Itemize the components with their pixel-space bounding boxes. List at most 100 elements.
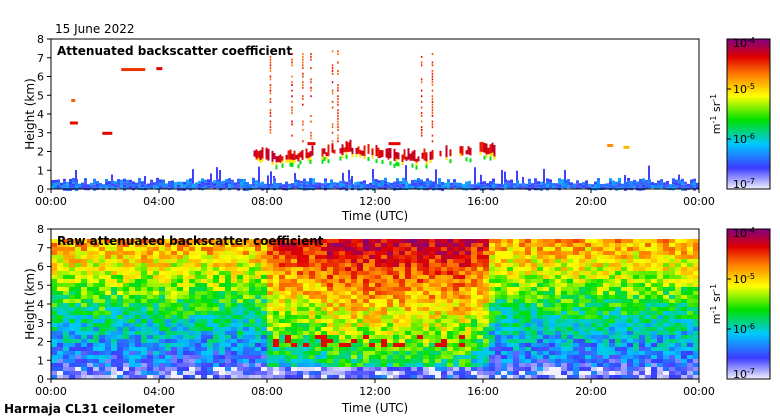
raw-cell (309, 351, 315, 355)
raw-cell (675, 331, 681, 335)
streak-cell (331, 123, 334, 126)
raw-cell (537, 287, 543, 291)
raw-cell (567, 363, 573, 367)
raw-cell (645, 311, 651, 315)
y-tick-label: 6 (37, 261, 44, 274)
raw-cell (213, 275, 219, 279)
raw-cell (387, 343, 393, 347)
raw-cell (663, 279, 669, 283)
raw-cell (291, 315, 297, 319)
raw-cell (387, 259, 393, 263)
surface-cell (345, 181, 348, 185)
raw-cell (207, 271, 213, 275)
raw-cell (237, 327, 243, 331)
raw-cell (513, 351, 519, 355)
surface-cell (324, 178, 327, 182)
raw-cell (105, 283, 111, 287)
raw-cell (357, 263, 363, 267)
raw-cell (639, 251, 645, 255)
raw-cell (249, 255, 255, 259)
surface-cell (534, 181, 537, 185)
raw-cell (333, 263, 339, 267)
raw-cell (393, 291, 399, 295)
streak-cell (302, 75, 304, 78)
raw-cell (483, 367, 489, 371)
raw-cell (399, 295, 405, 299)
raw-cell (555, 363, 561, 367)
raw-cell (279, 359, 285, 363)
raw-cell (189, 271, 195, 275)
raw-cell (657, 371, 663, 375)
raw-cell (375, 371, 381, 375)
raw-cell (363, 255, 369, 259)
raw-cell (507, 315, 513, 319)
raw-cell (297, 243, 303, 247)
raw-cell (561, 359, 567, 363)
raw-cell (519, 339, 525, 343)
raw-cell (375, 327, 381, 331)
raw-cell (333, 287, 339, 291)
surface-cell (231, 185, 234, 189)
raw-cell (693, 315, 699, 319)
raw-cell (57, 351, 63, 355)
raw-cell (285, 287, 291, 291)
raw-cell (609, 283, 615, 287)
surface-cell (489, 181, 492, 185)
raw-cell (411, 331, 417, 335)
raw-cell (693, 291, 699, 295)
raw-cell (147, 243, 153, 247)
surface-spike (111, 174, 113, 181)
raw-cell (597, 331, 603, 335)
raw-cell (273, 243, 279, 247)
raw-cell (411, 319, 417, 323)
raw-cell (87, 319, 93, 323)
raw-cell (321, 287, 327, 291)
raw-cell (675, 311, 681, 315)
raw-cell (453, 259, 459, 263)
raw-cell (471, 323, 477, 327)
raw-cell (471, 279, 477, 283)
surface-cell (162, 182, 165, 186)
raw-cell (297, 335, 303, 339)
raw-cell (345, 267, 351, 271)
surface-cell (138, 183, 141, 187)
raw-cell (153, 303, 159, 307)
x-tick-label: 04:00 (143, 195, 175, 208)
raw-cell (345, 243, 351, 247)
raw-cell (195, 375, 201, 379)
raw-cell (183, 299, 189, 303)
raw-cell (531, 275, 537, 279)
raw-cell (291, 255, 297, 259)
raw-cell (87, 323, 93, 327)
raw-cell (291, 327, 297, 331)
raw-cell (489, 331, 495, 335)
raw-cell (513, 315, 519, 319)
raw-cell (657, 327, 663, 331)
raw-cell (495, 311, 501, 315)
raw-cell (165, 243, 171, 247)
raw-cell (663, 255, 669, 259)
raw-cell (327, 307, 333, 311)
raw-cell (555, 243, 561, 247)
raw-cell (111, 303, 117, 307)
raw-cell (393, 363, 399, 367)
surface-cell (186, 185, 189, 189)
surface-cell (165, 183, 168, 187)
raw-cell (441, 239, 447, 243)
raw-cell (459, 347, 465, 351)
raw-cell (273, 315, 279, 319)
raw-cell (519, 243, 525, 247)
raw-cell (459, 363, 465, 367)
raw-cell (153, 339, 159, 343)
surface-cell (654, 182, 657, 186)
streak-cell (310, 134, 312, 137)
raw-cell (531, 307, 537, 311)
raw-cell (111, 335, 117, 339)
raw-cell (669, 283, 675, 287)
raw-cell (519, 355, 525, 359)
raw-cell (183, 263, 189, 267)
raw-cell (117, 279, 123, 283)
raw-cell (147, 335, 153, 339)
surface-cell (171, 186, 174, 190)
surface-cell (420, 182, 423, 186)
